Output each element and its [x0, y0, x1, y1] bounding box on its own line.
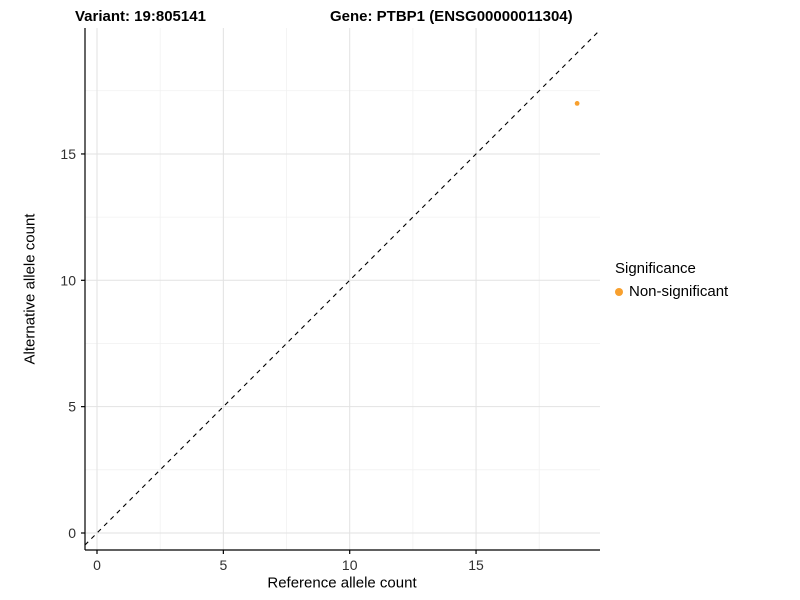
- y-tick-label: 15: [60, 146, 76, 162]
- x-tick-label: 5: [219, 557, 227, 573]
- legend-marker-icon: [615, 287, 623, 296]
- legend-item: Non-significant: [615, 283, 728, 300]
- y-tick-label: 0: [68, 525, 76, 541]
- x-tick-label: 0: [93, 557, 101, 573]
- identity-reference-line: [84, 29, 601, 546]
- legend-title: Significance: [615, 260, 696, 277]
- y-axis-label: Alternative allele count: [21, 213, 39, 365]
- x-axis-label: Reference allele count: [267, 574, 417, 592]
- plot-title-variant: Variant: 19:805141: [75, 8, 206, 25]
- y-tick-label: 10: [60, 272, 76, 288]
- x-tick-label: 10: [342, 557, 358, 573]
- plot-title-gene: Gene: PTBP1 (ENSG00000011304): [330, 8, 573, 25]
- x-tick-label: 15: [468, 557, 484, 573]
- data-point: [574, 101, 580, 106]
- legend: Significance Non-significant: [615, 260, 728, 300]
- legend-items: Non-significant: [615, 283, 728, 300]
- legend-item-label: Non-significant: [629, 283, 729, 300]
- y-tick-label: 5: [68, 399, 76, 415]
